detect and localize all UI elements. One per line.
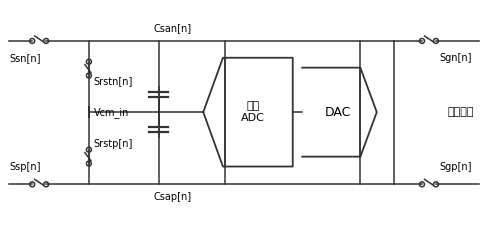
Text: DAC: DAC <box>324 106 351 119</box>
Text: Srstp[n]: Srstp[n] <box>94 139 133 149</box>
Text: Sgn[n]: Sgn[n] <box>439 53 471 63</box>
Text: Csan[n]: Csan[n] <box>154 23 191 33</box>
Text: Vcm_in: Vcm_in <box>94 107 129 118</box>
Text: 并行
ADC: 并行 ADC <box>241 101 265 123</box>
Text: Sgp[n]: Sgp[n] <box>439 162 471 173</box>
Text: 采样通道: 采样通道 <box>447 107 474 117</box>
Text: Ssp[n]: Ssp[n] <box>9 162 41 173</box>
Text: Csap[n]: Csap[n] <box>154 192 191 202</box>
Text: Srstn[n]: Srstn[n] <box>94 76 133 87</box>
Text: Ssn[n]: Ssn[n] <box>9 53 41 63</box>
